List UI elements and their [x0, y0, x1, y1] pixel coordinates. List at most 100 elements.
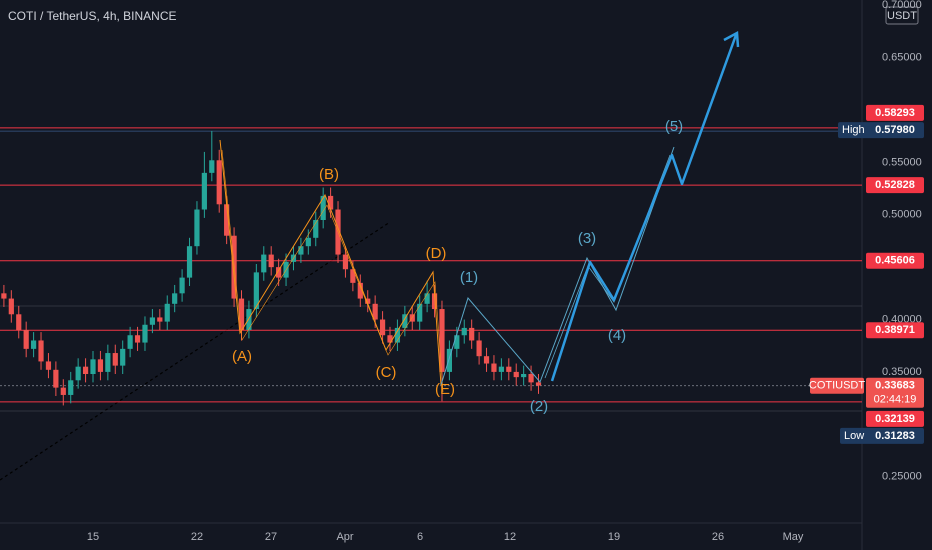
y-tick-label: 0.35000 [882, 366, 922, 378]
corrective-label: (B) [319, 166, 339, 183]
candle-body [16, 314, 22, 330]
candle-body [513, 371, 519, 378]
corrective-label: (D) [426, 245, 447, 262]
candle-body [506, 366, 512, 372]
candle-body [372, 303, 378, 320]
candle-body [454, 335, 460, 349]
candle-body [120, 348, 126, 366]
candle-body [97, 359, 104, 372]
candle-body [238, 298, 245, 330]
x-tick-label: 27 [265, 531, 277, 543]
y-tick-label: 0.25000 [882, 471, 922, 483]
candle-body [246, 309, 252, 330]
last-value: 0.33683 [875, 380, 915, 392]
currency-box[interactable] [885, 6, 919, 25]
level-label-box [866, 410, 924, 427]
level-label-box [866, 104, 924, 121]
last-symbol: COTIUSDT [809, 380, 866, 392]
candle-body [45, 361, 52, 370]
high-value: 0.57980 [875, 124, 915, 136]
candle-body [402, 314, 408, 328]
candle-body [394, 327, 401, 343]
candle-body [276, 267, 282, 278]
corrective-label: (E) [435, 381, 455, 398]
level-label: 0.45606 [875, 255, 915, 267]
low-name: Low [844, 430, 864, 442]
candle-body [149, 317, 155, 325]
impulse-label: (4) [608, 327, 626, 344]
candle-body [60, 387, 66, 395]
candle-body [186, 246, 193, 278]
candle-body [23, 330, 29, 349]
currency[interactable]: USDT [887, 10, 917, 22]
last-box [866, 377, 924, 408]
candle-body [112, 353, 118, 366]
candle-body [201, 172, 207, 210]
candle-body [209, 160, 215, 173]
candle-body [469, 327, 475, 341]
candle-body [379, 319, 386, 336]
symbol-box [810, 377, 864, 394]
x-tick-label: 19 [608, 531, 620, 543]
candle-body [142, 324, 148, 343]
candle-body [8, 298, 14, 315]
corrective-wave [219, 139, 442, 386]
countdown: 02:44:19 [874, 394, 917, 406]
candle-body [179, 277, 185, 294]
x-tick-label: 26 [712, 531, 724, 543]
x-tick-label: 15 [87, 531, 99, 543]
candle-body [53, 369, 59, 388]
impulse-label: (2) [530, 398, 548, 415]
candle-body [320, 195, 326, 220]
x-tick-label: May [783, 531, 804, 543]
candle-body [216, 160, 222, 205]
low-box [840, 427, 924, 444]
candle-body [417, 303, 423, 322]
arrow-head [723, 30, 740, 48]
candle-body [365, 298, 371, 304]
candle-body [461, 327, 467, 336]
candle-body [342, 254, 349, 270]
symbol-title: COTI / TetherUS, 4h, BINANCE [8, 9, 177, 23]
y-tick-label: 0.65000 [882, 52, 922, 64]
impulse-wave [440, 146, 675, 386]
candle-body [82, 366, 89, 374]
candle-body [172, 293, 178, 304]
level-label: 0.32139 [875, 413, 915, 425]
candle-body [387, 335, 393, 343]
y-tick-label: 0.50000 [882, 209, 922, 221]
candle-body [424, 293, 430, 304]
candle-body [134, 335, 141, 343]
candle-body [253, 272, 259, 310]
candle-body [409, 314, 415, 322]
x-tick-label: 12 [504, 531, 516, 543]
candle-body [105, 353, 111, 372]
x-tick-label: Apr [336, 531, 353, 543]
impulse-label: (3) [578, 230, 596, 247]
low-value: 0.31283 [875, 430, 915, 442]
level-label-box [866, 252, 924, 269]
candle-body [194, 209, 200, 247]
candle-body [127, 335, 133, 349]
candle-body [476, 340, 482, 357]
corrective-wave [221, 149, 444, 393]
candle-body [357, 282, 363, 299]
candle-body [268, 254, 274, 268]
level-label-box [866, 322, 924, 339]
candle-body [328, 195, 334, 210]
candle-body [431, 293, 438, 310]
high-name: High [842, 124, 865, 136]
impulse-label: (5) [665, 118, 683, 135]
candle-body [224, 204, 230, 236]
candle-body [313, 220, 319, 238]
level-label: 0.38971 [875, 324, 915, 336]
candle-body [1, 293, 7, 299]
x-tick-label: 22 [191, 531, 203, 543]
candle-body [498, 366, 504, 372]
candle-body [439, 309, 445, 372]
candle-body [491, 363, 497, 372]
candle-body [164, 303, 170, 322]
candle-body [90, 359, 96, 374]
